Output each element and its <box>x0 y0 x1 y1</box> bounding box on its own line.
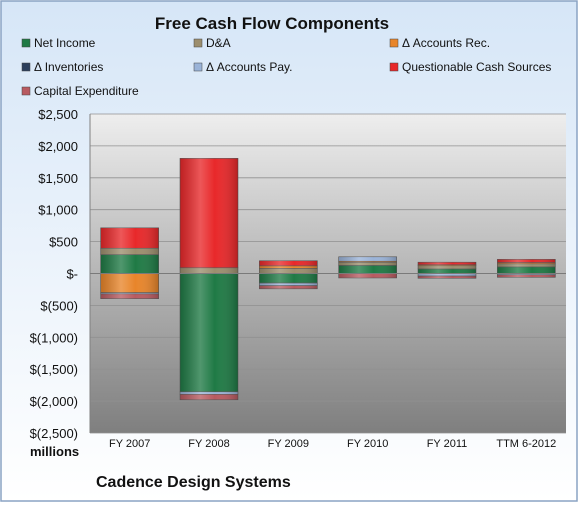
bar-segment-shade <box>418 265 476 269</box>
chart-title: Free Cash Flow Components <box>155 14 389 33</box>
legend-swatch <box>193 62 203 72</box>
y-tick-label: $500 <box>49 235 78 250</box>
bar-segment-shade <box>497 266 556 274</box>
bar-segment-shade <box>100 248 159 255</box>
bar-segment-shade <box>100 273 159 293</box>
bar-segment-shade <box>497 263 556 267</box>
y-tick-label: $2,000 <box>38 139 78 154</box>
y-tick-label: $1,500 <box>38 171 78 186</box>
bar-segment-shade <box>100 227 159 249</box>
legend-label: Net Income <box>34 36 96 50</box>
legend-swatch <box>193 38 203 48</box>
y-tick-label: $2,500 <box>38 107 78 122</box>
y-tick-label: $(2,500) <box>30 426 78 441</box>
bar-segment-shade <box>497 259 556 263</box>
legend-label: Δ Inventories <box>34 60 103 74</box>
legend-swatch <box>21 86 31 96</box>
x-tick-label: FY 2009 <box>268 438 309 450</box>
x-tick-label: FY 2008 <box>188 438 229 450</box>
legend: Net Income D&A Δ Accounts Rec. Δ Inventorie… <box>21 36 551 98</box>
x-tick-label: TTM 6-2012 <box>496 438 556 450</box>
y-tick-label: $(1,000) <box>30 330 78 345</box>
unit-label: millions <box>30 444 79 459</box>
bar-segment-shade <box>100 292 159 294</box>
bar-segment-shade <box>259 285 318 289</box>
bar-segment-shade <box>180 273 238 392</box>
bar-segment-shade <box>259 283 318 286</box>
legend-swatch <box>389 38 399 48</box>
legend-label: Questionable Cash Sources <box>402 60 551 74</box>
company-label: Cadence Design Systems <box>96 474 291 491</box>
x-tick-label: FY 2010 <box>347 438 388 450</box>
bar-segment-shade <box>100 254 159 274</box>
y-tick-label: $(2,000) <box>30 394 78 409</box>
bar-segment-shade <box>180 158 238 268</box>
y-tick-label: $(500) <box>40 298 78 313</box>
bar-segment-shade <box>338 261 397 266</box>
legend-label: D&A <box>206 36 231 50</box>
legend-label: Capital Expenditure <box>34 84 139 98</box>
bar-segment-shade <box>497 273 556 275</box>
legend-swatch <box>21 38 31 48</box>
bars <box>100 158 556 401</box>
bar-segment-shade <box>259 265 318 269</box>
x-tick-label: FY 2007 <box>109 438 150 450</box>
legend-swatch <box>21 62 31 72</box>
bar-segment-shade <box>180 391 238 395</box>
x-tick-label: FY 2011 <box>427 438 468 450</box>
bar-segment-shade <box>418 273 476 277</box>
bar-segment-shade <box>497 262 556 264</box>
x-axis: FY 2007 FY 2008 FY 2009 FY 2010 FY 2011 TTM 6… <box>90 273 566 450</box>
bar-segment-shade <box>338 256 397 262</box>
y-tick-label: $1,000 <box>38 203 78 218</box>
y-tick-label: $(1,500) <box>30 362 78 377</box>
bar-segment-shade <box>100 293 159 299</box>
bar-segment-shade <box>259 268 318 274</box>
bar-segment-shade <box>259 260 318 266</box>
bar-segment-shade <box>497 274 556 278</box>
legend-swatch <box>389 62 399 72</box>
y-tick-label: $- <box>66 267 78 282</box>
bar-segment-shade <box>418 276 476 279</box>
bar-segment-shade <box>180 394 238 400</box>
bar-segment-shade <box>180 267 238 274</box>
bar-segment-shade <box>338 273 397 278</box>
bar-segment-shade <box>338 265 397 274</box>
bar-segment-shade <box>259 273 318 284</box>
bar-segment-shade <box>418 264 476 266</box>
bar-segment-shade <box>338 261 397 263</box>
bar-segment-shade <box>418 262 476 265</box>
legend-label: Δ Accounts Pay. <box>206 60 293 74</box>
legend-label: Δ Accounts Rec. <box>402 36 490 50</box>
bar-segment-shade <box>418 268 476 274</box>
y-axis: $2,500 $2,000 $1,500 $1,000 $500 $- $(500) $(1,… <box>30 107 91 441</box>
